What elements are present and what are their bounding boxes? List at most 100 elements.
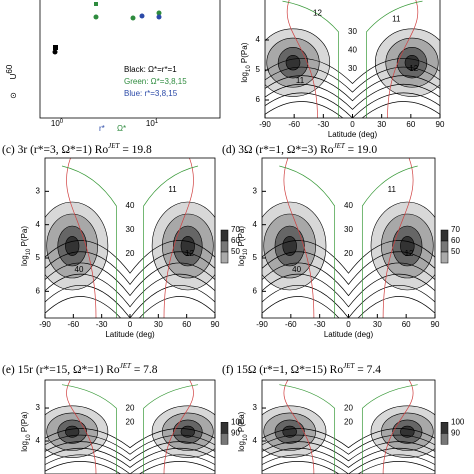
- contour-green: [143, 165, 199, 318]
- contour: [262, 251, 435, 285]
- contour: [265, 58, 440, 85]
- colorbar-box: [440, 422, 449, 434]
- y-tick-label: 4: [36, 220, 41, 229]
- y-tick-label: 5: [256, 65, 261, 74]
- contour-label: 12: [409, 64, 418, 73]
- contour-red: [66, 158, 97, 318]
- y-tick-label: 3: [253, 186, 258, 195]
- x-tick-label: -90: [256, 320, 268, 329]
- point: [94, 2, 98, 6]
- y-label-sub: 10: [243, 248, 249, 255]
- colorbar-box: [440, 229, 449, 242]
- colorbar-label: 70: [451, 225, 460, 234]
- contour: [262, 273, 435, 308]
- contour-label: 20: [126, 403, 135, 412]
- contour: [45, 251, 215, 285]
- x-tick-label: -60: [68, 320, 80, 329]
- x-tick-label: 30: [154, 320, 163, 329]
- colorbar-label: 60: [231, 236, 240, 245]
- shade: [65, 236, 80, 256]
- x-tick-label: 90: [211, 320, 220, 329]
- contour-label: 30: [344, 225, 353, 234]
- contour-label: 11: [392, 15, 401, 24]
- contour-label: 12: [405, 249, 414, 258]
- x-tick-label: 100: [51, 119, 64, 129]
- y-label: log10 P(Pa): [20, 226, 31, 266]
- contour-label: 12: [313, 9, 322, 18]
- contour-green: [61, 165, 117, 318]
- contour-label: 40: [126, 201, 135, 210]
- caption-rest: = 19.0: [345, 144, 378, 156]
- x-label: Latitude (deg): [328, 130, 378, 139]
- caption-sup: JET: [343, 362, 355, 370]
- caption-sup: JET: [334, 142, 346, 150]
- panel-e: (e) 15r (r*=15, Ω*=1) RoJET = 7.8202034l…: [2, 362, 245, 474]
- colorbar-label: 70: [231, 225, 240, 234]
- contour-red: [283, 158, 315, 318]
- contour: [265, 92, 440, 118]
- contour-label: 40: [348, 45, 357, 54]
- colorbar-box: [440, 240, 449, 253]
- contour: [45, 441, 215, 462]
- colorbar-box: [440, 433, 449, 445]
- y-label-log: log: [240, 72, 249, 83]
- caption-rest: = 7.4: [354, 364, 381, 376]
- contour-label: 11: [296, 76, 305, 85]
- y-label-rest: P(Pa): [20, 226, 29, 249]
- contour-green: [61, 384, 117, 474]
- contour-label: 11: [388, 185, 397, 194]
- colorbar-box: [220, 251, 229, 264]
- x-tick-label: -60: [288, 120, 300, 129]
- x-tick-label: 0: [350, 120, 355, 129]
- x-tick-label: 0: [346, 320, 351, 329]
- caption-sup: JET: [108, 142, 120, 150]
- contour: [262, 434, 435, 455]
- x-tick-label: 0: [128, 320, 133, 329]
- contour-green: [143, 384, 199, 474]
- panel-d: (d) 3Ω (r*=1, Ω*=3) RoJET = 19.040302040…: [222, 142, 460, 340]
- y-label: log10 P(Pa): [237, 226, 248, 266]
- y-tick-label: 5: [253, 253, 258, 262]
- contour-red: [382, 158, 414, 318]
- colorbar-label: 50: [231, 247, 240, 256]
- panel-b: 30 40 30 11 11 12 12 4 5 6 -90 -60 -30 0 30 60 90 Latitud…: [240, 0, 445, 139]
- point: [52, 49, 58, 55]
- x-tick-label: 30: [377, 120, 386, 129]
- x-tick-label: 60: [182, 320, 191, 329]
- x-label: Latitude (deg): [324, 330, 374, 339]
- contour-red: [66, 380, 97, 474]
- x-tick-label: -30: [318, 120, 330, 129]
- y-tick-label: 3: [36, 403, 41, 412]
- caption-sup: JET: [120, 362, 132, 370]
- contour-green: [361, 165, 418, 318]
- legend-black: Black: Ω*=r*=1: [124, 65, 177, 74]
- colorbar-label: 100: [451, 417, 465, 426]
- contour: [45, 296, 215, 318]
- y-label-rest: P(Pa): [237, 226, 246, 249]
- point: [156, 10, 162, 16]
- y-label-rest: P(Pa): [20, 411, 29, 434]
- contour: [265, 66, 440, 93]
- y-symbol: ⊙: [10, 91, 17, 100]
- contour: [262, 441, 435, 462]
- contours: 40 30 20 40 11 12: [262, 158, 435, 318]
- x-tick-label: -30: [314, 320, 326, 329]
- contour: [265, 75, 440, 102]
- contour: [262, 285, 435, 318]
- contour-label: 20: [344, 249, 353, 258]
- y-tick-label: 6: [253, 286, 258, 295]
- contour-label: 30: [348, 27, 357, 36]
- shade: [400, 236, 415, 256]
- contour: [45, 461, 215, 474]
- shade: [282, 236, 297, 256]
- x-tick-label: -90: [39, 320, 51, 329]
- contour: [45, 447, 215, 468]
- contour: [262, 428, 435, 449]
- contour-label: 20: [344, 403, 353, 412]
- y-label-rest: P(Pa): [240, 42, 249, 65]
- colorbar-box: [220, 229, 229, 242]
- panel-caption: (c) 3r (r*=3, Ω*=1) RoJET = 19.8: [2, 142, 152, 156]
